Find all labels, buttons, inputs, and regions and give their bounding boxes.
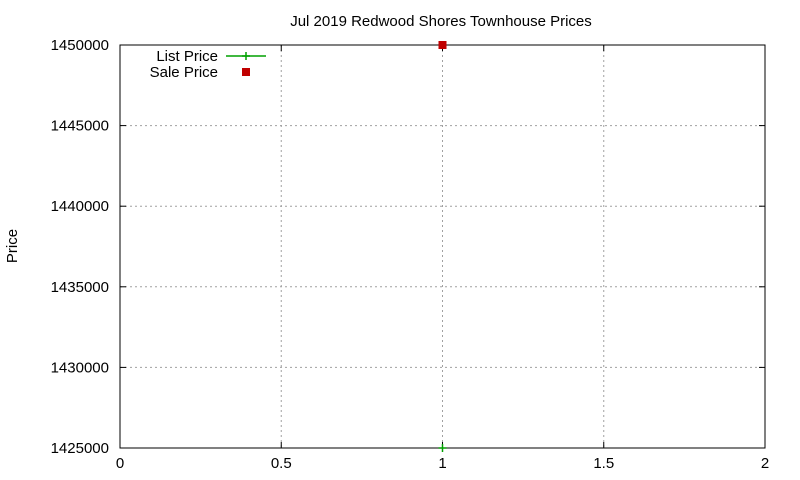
y-tick-label: 1425000	[51, 440, 109, 457]
y-axis-label: Price	[4, 229, 21, 263]
ticks-layer: 0 0.5 1 1.5 2 1425000 1430000 1435000 1440000 144…	[51, 37, 770, 472]
y-tick-label: 1450000	[51, 37, 109, 54]
grid-layer	[120, 45, 765, 448]
legend-marker	[242, 52, 250, 60]
x-tick-label: 2	[761, 455, 769, 472]
y-tick-label: 1435000	[51, 279, 109, 296]
data-point-list-price	[438, 444, 447, 452]
chart-title: Jul 2019 Redwood Shores Townhouse Prices	[290, 13, 592, 30]
legend-marker	[242, 68, 250, 76]
y-tick-label: 1440000	[51, 198, 109, 215]
legend-label: List Price	[156, 48, 218, 65]
x-tick-label: 0	[116, 455, 124, 472]
marks-layer	[438, 41, 447, 452]
legend-label: Sale Price	[150, 64, 218, 81]
x-tick-label: 1	[438, 455, 446, 472]
data-point-sale-price	[438, 41, 447, 49]
y-tick-label: 1430000	[51, 359, 109, 376]
y-tick-label: 1445000	[51, 118, 109, 135]
x-tick-label: 1.5	[593, 455, 614, 472]
x-tick-label: 0.5	[271, 455, 292, 472]
